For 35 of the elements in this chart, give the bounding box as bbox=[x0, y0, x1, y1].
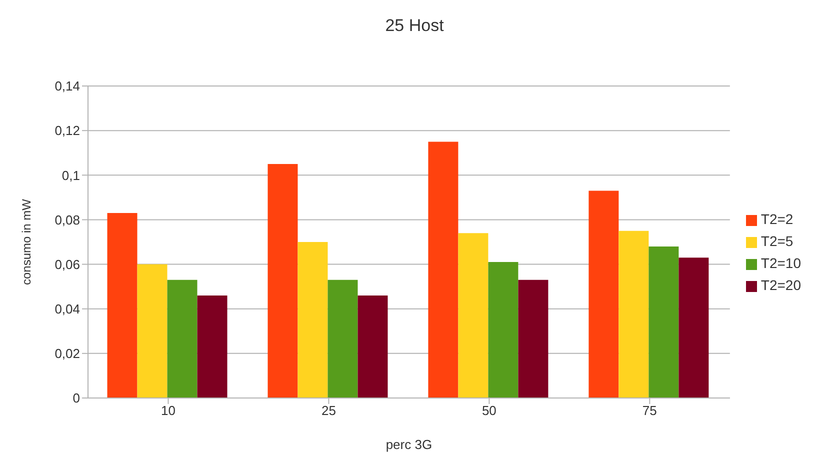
bar bbox=[167, 280, 198, 398]
bar bbox=[137, 264, 168, 398]
y-tick-label: 0,14 bbox=[54, 78, 80, 94]
y-tick-label: 0,1 bbox=[62, 168, 80, 183]
y-tick-label: 0,06 bbox=[54, 256, 80, 272]
bar bbox=[328, 280, 358, 398]
bar bbox=[358, 295, 388, 398]
y-tick-label: 0,08 bbox=[54, 212, 80, 228]
y-tick-label: 0 bbox=[72, 390, 80, 406]
bar bbox=[648, 246, 679, 398]
bar bbox=[588, 190, 619, 398]
bar bbox=[458, 233, 488, 398]
legend-label: T2=2 bbox=[760, 211, 794, 227]
y-axis-title: consumo in mW bbox=[19, 198, 34, 286]
y-tick-label: 0,04 bbox=[54, 301, 80, 316]
x-tick-label: 50 bbox=[482, 403, 496, 418]
x-axis-title: perc 3G bbox=[386, 437, 432, 452]
x-tick-label: 10 bbox=[161, 403, 176, 418]
y-tick-label: 0,02 bbox=[54, 346, 80, 362]
bar bbox=[268, 164, 298, 398]
chart-title: 25 Host bbox=[384, 15, 445, 37]
legend-label: T2=10 bbox=[760, 255, 801, 271]
bar bbox=[428, 142, 458, 398]
x-tick-label: 25 bbox=[321, 403, 336, 418]
bar bbox=[678, 258, 709, 398]
legend-label: T2=20 bbox=[760, 277, 801, 293]
bar bbox=[197, 295, 228, 398]
x-tick-label: 75 bbox=[642, 403, 657, 418]
legend-label: T2=5 bbox=[760, 233, 794, 249]
bar bbox=[107, 213, 138, 398]
bar bbox=[518, 280, 548, 398]
bar bbox=[488, 262, 518, 398]
bar bbox=[618, 230, 649, 398]
bar bbox=[298, 242, 328, 398]
y-tick-label: 0,12 bbox=[54, 123, 80, 138]
